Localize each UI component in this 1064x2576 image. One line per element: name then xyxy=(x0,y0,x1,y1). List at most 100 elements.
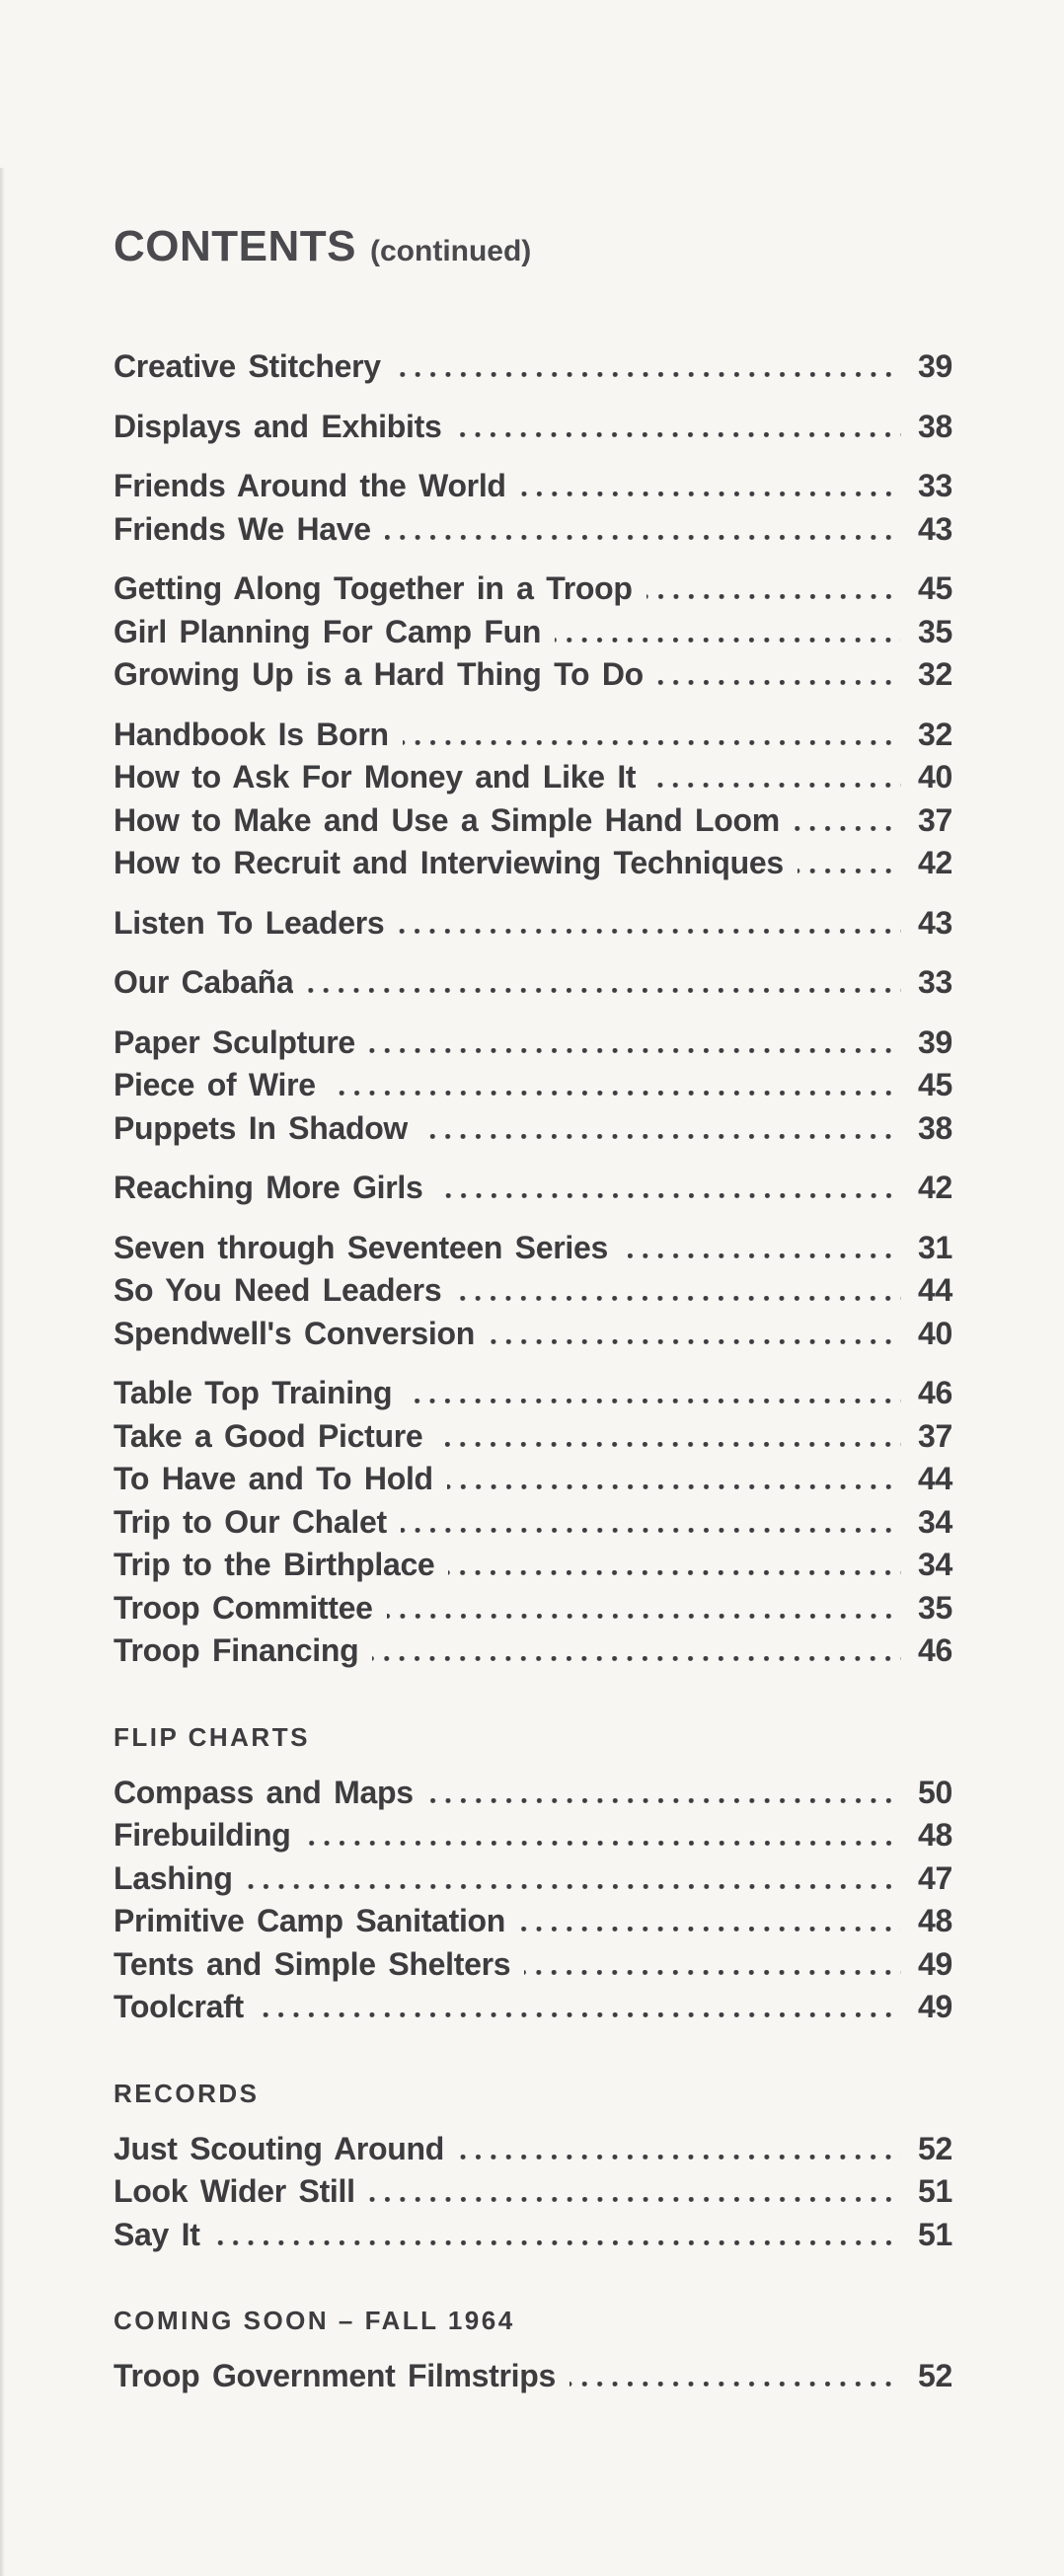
dot-leader xyxy=(394,372,901,377)
entry-title: Growing Up is a Hard Thing To Do xyxy=(114,656,644,692)
entry-page-number: 49 xyxy=(918,1945,952,1982)
dot-leader xyxy=(436,1193,901,1198)
section-heading: RECORDS xyxy=(114,2078,260,2108)
dot-leader xyxy=(421,1133,901,1139)
entry-page-number: 49 xyxy=(918,1989,952,2024)
toc-entry: Friends Around the World 33 xyxy=(114,468,952,511)
toc-entry: Trip to the Birthplace 34 xyxy=(114,1547,952,1590)
entry-title: Friends Around the World xyxy=(114,468,506,503)
entry-page-number: 42 xyxy=(918,1170,952,1205)
dot-leader xyxy=(402,739,901,745)
toc-entry-group: Just Scouting Around 52 Look Wider Still 51… xyxy=(114,2131,952,2260)
toc-entry: Primitive Camp Sanitation 48 xyxy=(114,1903,952,1946)
entry-page-number: 38 xyxy=(918,1109,952,1146)
entry-title: Toolcraft xyxy=(114,1989,244,2024)
toc-section: RECORDS Just Scouting Around 52 Look Wider … xyxy=(114,2078,952,2260)
toc-entry: Handbook Is Born 32 xyxy=(114,717,952,760)
entry-title: Girl Planning For Camp Fun xyxy=(114,613,542,649)
entry-page-number: 43 xyxy=(918,904,952,941)
dot-leader xyxy=(649,783,901,788)
dot-leader xyxy=(488,1338,901,1344)
entry-page-number: 52 xyxy=(918,2358,952,2393)
toc-entry-group: Paper Sculpture 39 Piece of Wire 45 Puppets … xyxy=(114,1024,952,1154)
entry-title: Firebuilding xyxy=(114,1817,291,1853)
toc-entry-group: Reaching More Girls 42 xyxy=(114,1170,952,1213)
dot-leader xyxy=(329,1091,901,1096)
entry-page-number: 33 xyxy=(918,468,952,503)
toc-entry: How to Make and Use a Simple Hand Loom 37 xyxy=(114,802,952,846)
dot-leader xyxy=(307,988,901,993)
toc-entry: Listen To Leaders 43 xyxy=(114,905,952,948)
entry-page-number: 40 xyxy=(918,1315,952,1351)
toc-entry-group: Compass and Maps 50 Firebuilding 48 Lashing 4… xyxy=(114,1775,952,2032)
entry-title: Getting Along Together in a Troop xyxy=(114,570,633,606)
dot-leader xyxy=(426,1797,901,1803)
dot-leader xyxy=(519,1927,901,1932)
entry-page-number: 38 xyxy=(918,408,952,444)
toc-entry: Just Scouting Around 52 xyxy=(114,2131,952,2174)
entry-title: Say It xyxy=(114,2216,200,2252)
toc-entry-group: Troop Government Filmstrips 52 xyxy=(114,2358,952,2401)
toc-entry: Puppets In Shadow 38 xyxy=(114,1110,952,1154)
toc-entry: Say It 51 xyxy=(114,2217,952,2260)
entry-page-number: 47 xyxy=(918,1859,952,1896)
entry-title: So You Need Leaders xyxy=(114,1272,442,1308)
toc-entry: Take a Good Picture 37 xyxy=(114,1418,952,1462)
toc-entry: Reaching More Girls 42 xyxy=(114,1170,952,1213)
entry-title: Trip to Our Chalet xyxy=(114,1503,387,1540)
entry-title: Paper Sculpture xyxy=(114,1023,355,1060)
dot-leader xyxy=(386,1613,901,1619)
dot-leader xyxy=(213,2239,901,2245)
entry-title: How to Ask For Money and Like It xyxy=(114,759,637,795)
dot-leader xyxy=(384,534,901,540)
entry-page-number: 48 xyxy=(918,1817,952,1853)
toc-entry: Look Wider Still 51 xyxy=(114,2173,952,2217)
toc-entry-group: Handbook Is Born 32 How to Ask For Money a… xyxy=(114,717,952,888)
dot-leader xyxy=(524,1969,901,1975)
toc-entry: To Have and To Hold 44 xyxy=(114,1461,952,1504)
toc-entry: Seven through Seventeen Series 31 xyxy=(114,1230,952,1273)
dot-leader xyxy=(400,1527,901,1533)
entry-page-number: 32 xyxy=(918,656,952,692)
entry-title: How to Recruit and Interviewing Techniqu… xyxy=(114,845,784,880)
table-of-contents: Creative Stitchery 39 Displays and Exhibit… xyxy=(114,348,952,2401)
entry-page-number: 34 xyxy=(918,1503,952,1540)
toc-entry: Creative Stitchery 39 xyxy=(114,348,952,392)
toc-entry: Troop Financing 46 xyxy=(114,1632,952,1676)
dot-leader xyxy=(368,1047,901,1053)
entry-title: Troop Government Filmstrips xyxy=(114,2358,556,2393)
entry-page-number: 35 xyxy=(918,1589,952,1626)
toc-entry-group: Getting Along Together in a Troop 45 Girl … xyxy=(114,570,952,700)
entry-page-number: 50 xyxy=(918,1774,952,1810)
entry-title: Puppets In Shadow xyxy=(114,1109,409,1146)
entry-page-number: 46 xyxy=(918,1375,952,1410)
toc-entry: Lashing 47 xyxy=(114,1860,952,1904)
entry-title: Displays and Exhibits xyxy=(114,408,442,444)
dot-leader xyxy=(406,1399,901,1403)
toc-entry-group: Table Top Training 46 Take a Good Picture 3… xyxy=(114,1375,952,1676)
dot-leader xyxy=(246,1883,901,1889)
entry-title: Just Scouting Around xyxy=(114,2130,445,2166)
entry-page-number: 45 xyxy=(918,570,952,606)
dot-leader xyxy=(793,825,901,831)
dot-leader xyxy=(555,637,901,643)
toc-entry: Troop Committee 35 xyxy=(114,1590,952,1633)
entry-title: Reaching More Girls xyxy=(114,1170,423,1205)
toc-entry: Troop Government Filmstrips 52 xyxy=(114,2358,952,2401)
dot-leader xyxy=(446,1484,901,1489)
dot-leader xyxy=(455,1296,901,1301)
toc-entry: How to Recruit and Interviewing Techniqu… xyxy=(114,845,952,888)
contents-title-suffix: (continued) xyxy=(370,235,532,267)
toc-entry: Girl Planning For Camp Fun 35 xyxy=(114,614,952,657)
toc-entry: Piece of Wire 45 xyxy=(114,1067,952,1110)
toc-entry-group: Listen To Leaders 43 xyxy=(114,905,952,948)
section-heading: COMING SOON – FALL 1964 xyxy=(114,2306,515,2335)
section-heading: FLIP CHARTS xyxy=(114,1721,310,1752)
toc-entry: So You Need Leaders 44 xyxy=(114,1272,952,1316)
dot-leader xyxy=(257,2012,901,2017)
entry-page-number: 40 xyxy=(918,759,952,795)
entry-title: Troop Committee xyxy=(114,1589,373,1626)
toc-entry: Friends We Have 43 xyxy=(114,511,952,555)
toc-entry-group: Our Cabaña 33 xyxy=(114,964,952,1008)
